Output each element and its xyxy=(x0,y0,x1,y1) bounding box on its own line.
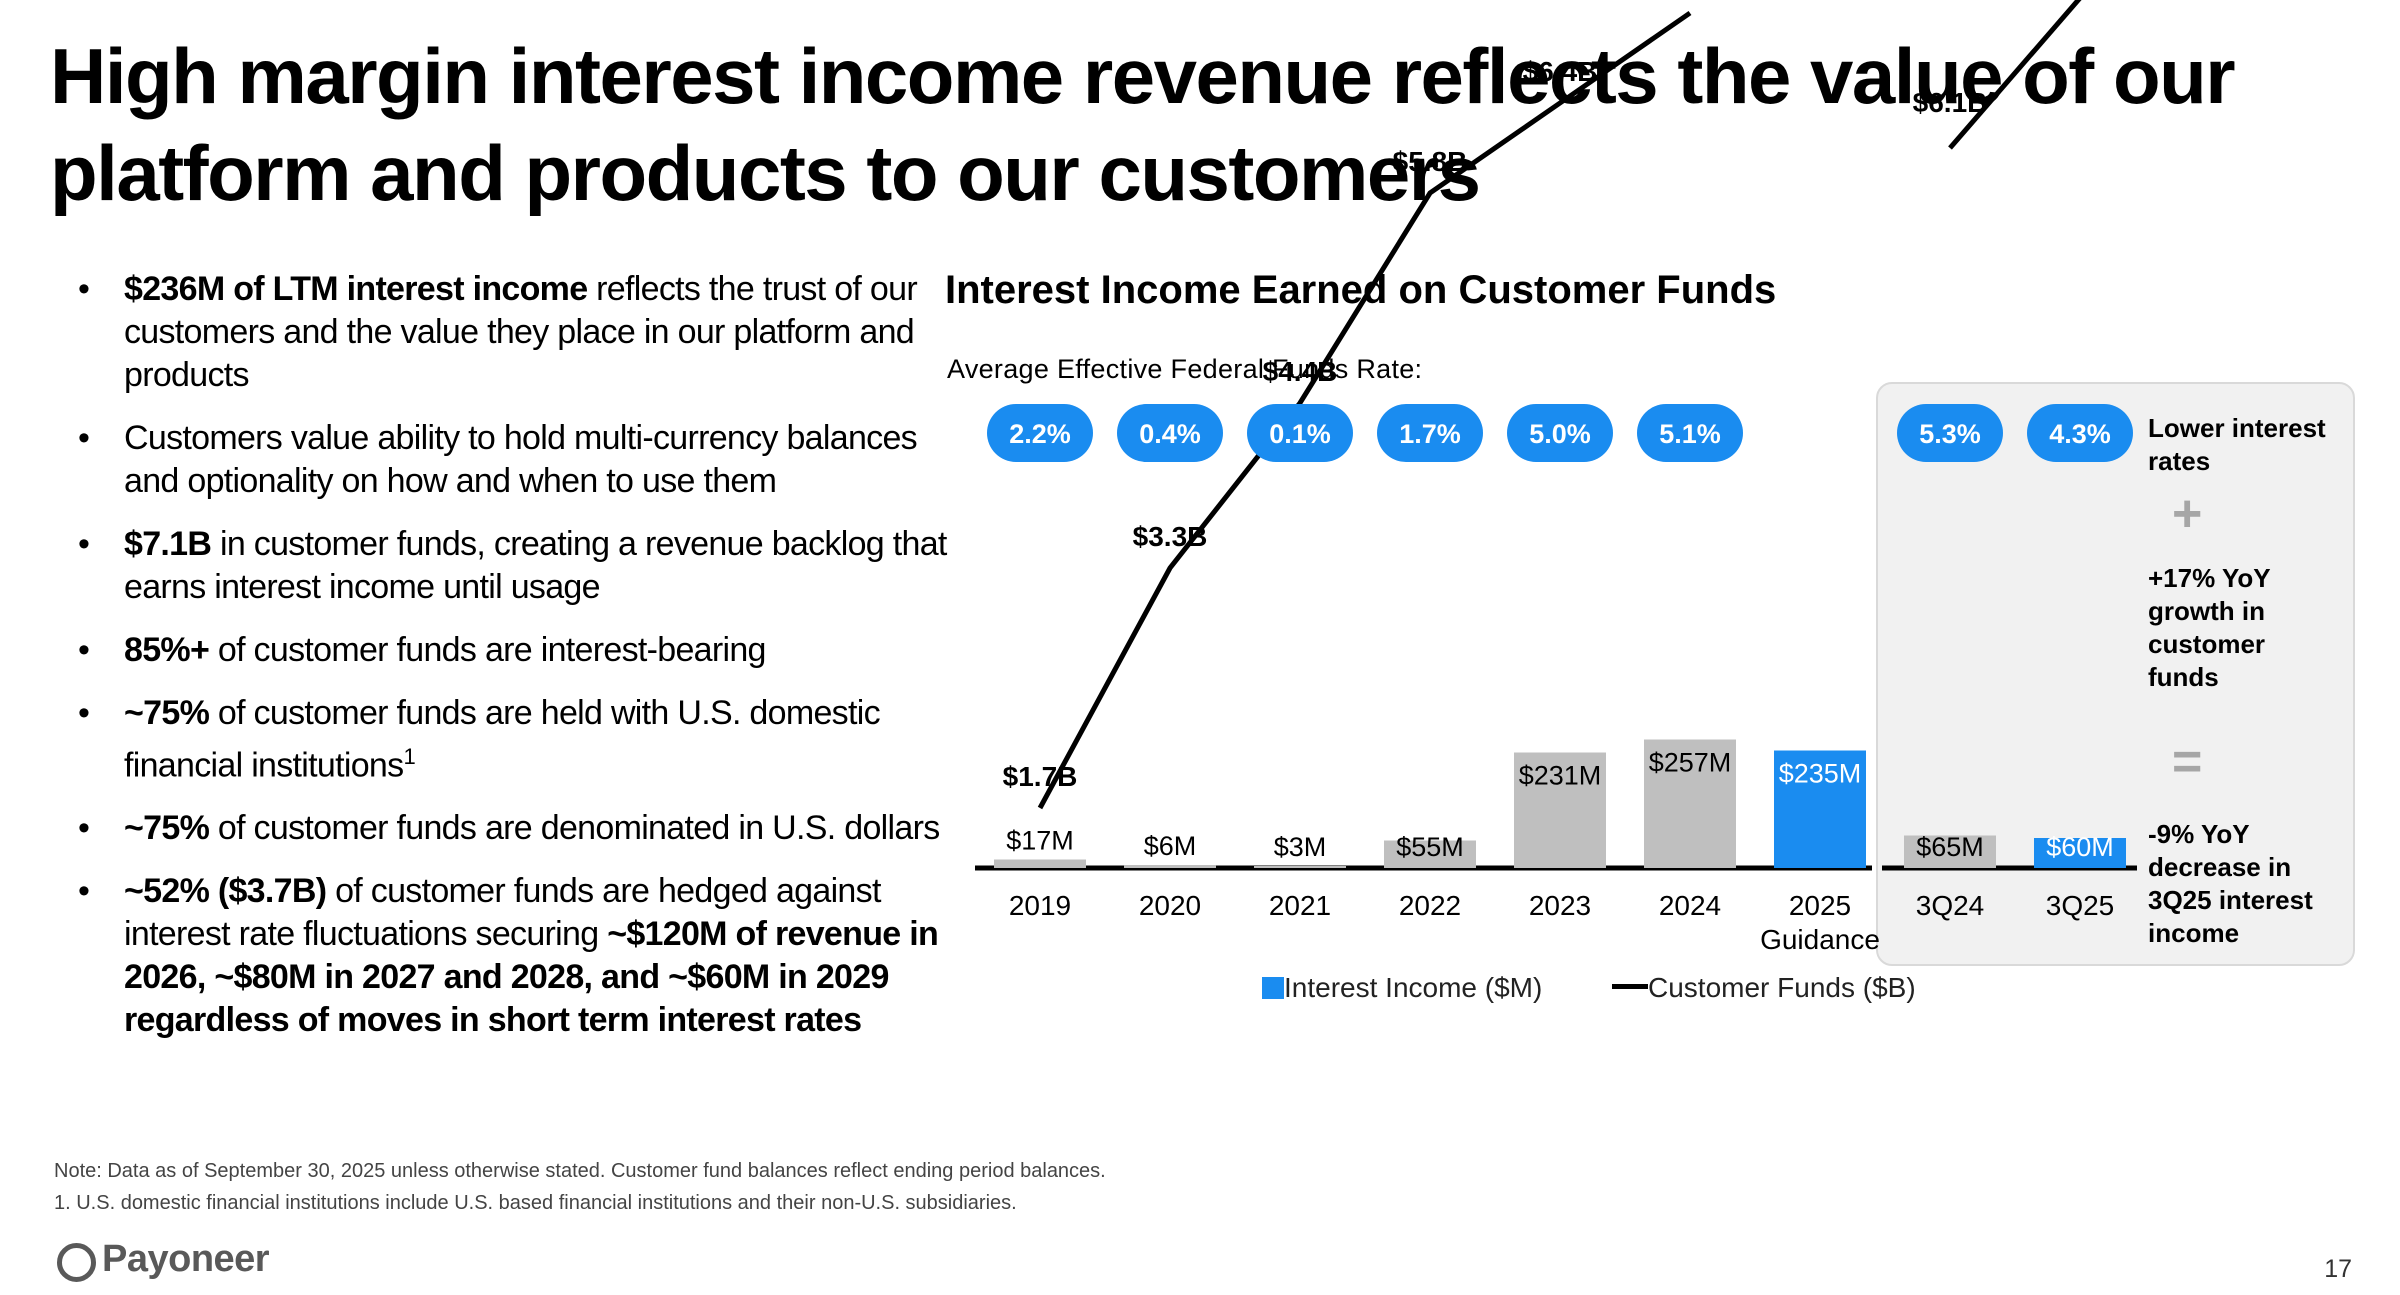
bar-value-label-1: $6M xyxy=(1144,831,1197,861)
rate-pill-label-1: 0.4% xyxy=(1139,419,1201,449)
bullet-item: ~75% of customer funds are held with U.S… xyxy=(78,692,948,787)
bullet-item: Customers value ability to hold multi-cu… xyxy=(78,417,948,503)
x-tick-label-5: 2024 xyxy=(1659,890,1721,921)
x-tick-label-3: 2022 xyxy=(1399,890,1461,921)
legend-line-label: Customer Funds ($B) xyxy=(1648,972,1916,1003)
rate-pill-3 xyxy=(1377,404,1483,462)
fund-value-label-4: $6.4B xyxy=(1523,56,1598,87)
bullet-text: Customers value ability to hold multi-cu… xyxy=(124,419,918,500)
plus-icon: + xyxy=(2172,485,2203,543)
rate-pill-label-0: 2.2% xyxy=(1009,419,1071,449)
bullet-text: in customer funds, creating a revenue ba… xyxy=(124,525,947,606)
legend-line-swatch xyxy=(1612,984,1648,989)
x-tick-label-6: Guidance xyxy=(1760,924,1880,955)
bar-value-label-8: $60M xyxy=(2046,832,2114,862)
legend-bar-swatch xyxy=(1262,977,1284,999)
x-tick-label-6: 2025 xyxy=(1789,890,1851,921)
rate-pill-label-4: 5.0% xyxy=(1529,419,1591,449)
bar-3 xyxy=(1384,840,1476,868)
bar-value-label-5: $257M xyxy=(1649,748,1732,778)
side-note-income-decrease: -9% YoY decrease in 3Q25 interest income xyxy=(2148,819,2313,948)
bar-5 xyxy=(1644,739,1736,868)
rate-pill-4 xyxy=(1507,404,1613,462)
bar-value-label-6: $235M xyxy=(1779,759,1862,789)
customer-funds-line xyxy=(1037,10,1692,810)
bar-8 xyxy=(2034,838,2126,868)
footnote-data-as-of: Note: Data as of September 30, 2025 unle… xyxy=(54,1160,1106,1182)
x-tick-label-4: 2023 xyxy=(1529,890,1591,921)
legend-bar-label: Interest Income ($M) xyxy=(1284,972,1543,1003)
bar-0 xyxy=(994,859,1086,868)
bar-value-label-4: $231M xyxy=(1519,761,1602,791)
fund-value-label-1: $3.3B xyxy=(1133,521,1208,552)
x-tick-label-1: 2020 xyxy=(1139,890,1201,921)
bar-value-label-3: $55M xyxy=(1396,832,1464,862)
bullet-bold-tail: ~$120M of revenue in 2026, ~$80M in 2027… xyxy=(124,915,939,1040)
side-note-lower-rates: Lower interest rates xyxy=(2148,413,2326,476)
bullet-bold: $7.1B xyxy=(124,525,212,563)
fund-value-label-2: $4.4B xyxy=(1263,356,1338,387)
bar-6 xyxy=(1774,750,1866,868)
equals-icon: = xyxy=(2172,733,2203,791)
bullet-text: reflects the trust of our customers and … xyxy=(124,270,918,394)
rate-pill-label-7: 5.3% xyxy=(1919,419,1981,449)
x-tick-label-8: 3Q25 xyxy=(2046,890,2115,921)
bullet-bold: ~75% xyxy=(124,809,210,848)
rate-pill-7 xyxy=(1897,404,2003,462)
customer-funds-line-quarterly xyxy=(1948,0,2082,150)
bar-2 xyxy=(1254,866,1346,868)
x-tick-label-0: 2019 xyxy=(1009,890,1071,921)
rate-pill-label-8: 4.3% xyxy=(2049,419,2111,449)
bullet-bold: ~52% ($3.7B) xyxy=(124,872,327,911)
rate-pill-1 xyxy=(1117,404,1223,462)
bar-value-label-2: $3M xyxy=(1274,832,1327,862)
rate-pill-5 xyxy=(1637,404,1743,462)
bullet-text: of customer funds are denominated in U.S… xyxy=(209,809,940,848)
bullet-bold: ~75% xyxy=(124,694,210,732)
fund-value-label-7: $6.1B xyxy=(1913,87,1988,118)
rate-pill-label-3: 1.7% xyxy=(1399,419,1461,449)
bar-4 xyxy=(1514,752,1606,868)
rate-pill-label-5: 5.1% xyxy=(1659,419,1721,449)
payoneer-logo-icon xyxy=(57,1243,96,1282)
page-number: 17 xyxy=(2324,1255,2352,1283)
footnote-marker: 1 xyxy=(403,744,415,769)
bullet-item: $236M of LTM interest income reflects th… xyxy=(78,268,948,397)
bullet-item: 85%+ of customer funds are interest-bear… xyxy=(78,629,948,672)
bullet-text: of customer funds are interest-bearing xyxy=(209,631,767,669)
rate-pill-label-2: 0.1% xyxy=(1269,419,1331,449)
bullet-bold: 85%+ xyxy=(124,631,210,669)
bullet-text: of customer funds are hedged against int… xyxy=(124,872,881,954)
bullet-item: ~52% ($3.7B) of customer funds are hedge… xyxy=(78,870,948,1042)
fund-value-label-3: $5.8B xyxy=(1393,146,1468,177)
legend-interest-income: Interest Income ($M) xyxy=(1262,972,1542,1004)
legend-customer-funds: Customer Funds ($B) xyxy=(1612,972,1916,1004)
bullet-list: $236M of LTM interest income reflects th… xyxy=(78,268,948,1062)
page-title: High margin interest income revenue refl… xyxy=(50,32,2236,217)
footnote-domestic-institutions: 1. U.S. domestic financial institutions … xyxy=(54,1192,1017,1214)
rate-pill-8 xyxy=(2027,404,2133,462)
bullet-text: of customer funds are held with U.S. dom… xyxy=(124,694,881,785)
rate-pill-2 xyxy=(1247,404,1353,462)
bar-7 xyxy=(1904,835,1996,868)
rate-pill-0 xyxy=(987,404,1093,462)
brand-name: Payoneer xyxy=(102,1238,270,1280)
bar-1 xyxy=(1124,865,1216,868)
x-tick-label-2: 2021 xyxy=(1269,890,1331,921)
fund-value-label-0: $1.7B xyxy=(1003,761,1078,792)
x-tick-label-7: 3Q24 xyxy=(1916,890,1985,921)
bullet-bold: $236M of LTM interest income xyxy=(124,270,588,308)
bullet-item: ~75% of customer funds are denominated i… xyxy=(78,807,948,850)
bar-value-label-0: $17M xyxy=(1006,826,1074,856)
bullet-item: $7.1B in customer funds, creating a reve… xyxy=(78,523,948,609)
rate-label: Average Effective Federal Funds Rate: xyxy=(947,354,1423,384)
side-note-funds-growth: +17% YoY growth in customer funds xyxy=(2148,563,2271,692)
bar-value-label-7: $65M xyxy=(1916,832,1984,862)
